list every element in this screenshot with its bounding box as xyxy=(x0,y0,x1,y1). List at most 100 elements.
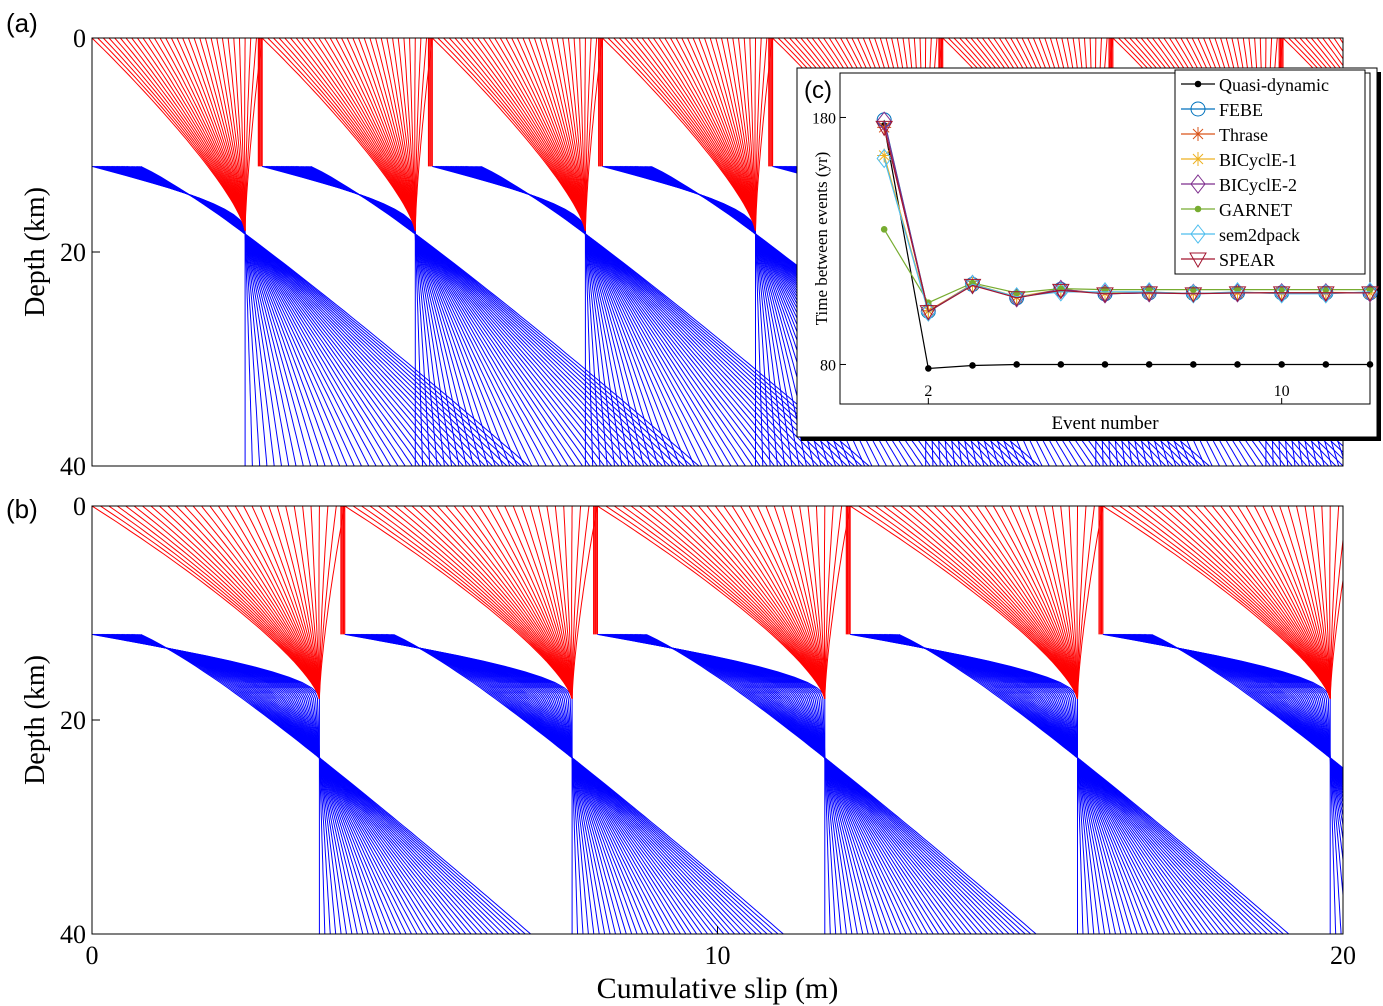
slip-contour xyxy=(630,506,826,699)
x-tick-label: 10 xyxy=(1274,383,1290,400)
slip-contour xyxy=(357,633,627,934)
slip-contour xyxy=(428,506,573,699)
slip-contour xyxy=(310,506,320,699)
slip-contour xyxy=(100,506,320,699)
point xyxy=(1316,286,1335,302)
slip-contour xyxy=(873,633,1181,934)
point xyxy=(1278,361,1285,368)
slip-contour xyxy=(976,506,1078,699)
legend-marker xyxy=(1189,252,1207,269)
y-tick-label: 0 xyxy=(73,492,86,521)
y-tick-label: 20 xyxy=(60,706,86,735)
legend-entry: GARNET xyxy=(1181,200,1292,220)
slip-contour xyxy=(391,633,779,934)
slip-contour xyxy=(749,38,756,231)
slip-contour xyxy=(123,633,456,934)
slip-contour xyxy=(352,38,416,231)
x-axis-label: Cumulative slip (m) xyxy=(597,972,839,1005)
slip-contour xyxy=(378,506,573,699)
slip-contour xyxy=(618,633,918,934)
legend-entry: FEBE xyxy=(1181,100,1263,120)
slip-contour xyxy=(1136,506,1331,699)
slip-contour xyxy=(1133,633,1343,775)
slip-contour xyxy=(1112,633,1343,811)
slip-contour xyxy=(1321,506,1331,699)
slip-contour xyxy=(216,38,246,231)
point xyxy=(919,305,938,321)
slip-contour xyxy=(378,633,719,934)
slip-contour xyxy=(604,633,858,934)
slip-contour xyxy=(1135,633,1343,774)
slip-contour xyxy=(1115,633,1343,800)
slip-contour xyxy=(125,506,320,699)
slip-contour xyxy=(1237,506,1331,699)
slip-contour xyxy=(1296,506,1331,699)
slip-contour xyxy=(217,506,320,699)
slip-contour xyxy=(533,38,586,231)
slip-contour xyxy=(329,38,416,231)
slip-contour xyxy=(740,506,826,699)
slip-contour xyxy=(612,633,891,934)
slip-contour xyxy=(1211,506,1331,699)
slip-contour xyxy=(380,38,416,231)
slip-contour xyxy=(891,633,1257,934)
slip-contour xyxy=(362,633,649,934)
slip-contour xyxy=(1131,633,1343,776)
slip-contour xyxy=(310,165,700,466)
slip-contour xyxy=(239,38,246,231)
slip-contour xyxy=(93,633,326,934)
legend-entry: Quasi-dynamic xyxy=(1181,75,1329,95)
slip-contour xyxy=(385,633,752,934)
slip-contour xyxy=(116,165,392,466)
slip-contour xyxy=(302,506,320,699)
slip-contour xyxy=(354,633,616,934)
series-line xyxy=(883,229,1370,304)
slip-contour xyxy=(864,633,1143,934)
slip-contour xyxy=(140,165,530,466)
slip-contour xyxy=(462,506,573,699)
slip-contour xyxy=(373,633,698,934)
slip-contour xyxy=(898,633,1290,934)
slip-contour xyxy=(893,633,1268,934)
slip-contour xyxy=(1128,633,1343,778)
slip-contour xyxy=(358,633,633,934)
slip-contour xyxy=(862,633,1133,934)
legend-label: sem2dpack xyxy=(1219,225,1300,245)
slip-contour xyxy=(790,506,826,699)
slip-contour xyxy=(369,38,416,231)
x-tick-label: 0 xyxy=(86,941,99,970)
slip-contour xyxy=(619,633,923,934)
y-tick-label: 0 xyxy=(73,24,86,53)
slip-contour xyxy=(807,506,826,699)
slip-contour xyxy=(1106,633,1343,901)
point xyxy=(1145,361,1153,368)
slip-contour xyxy=(388,633,763,934)
slip-contour xyxy=(1060,506,1078,699)
slip-contour xyxy=(601,633,842,934)
slip-contour xyxy=(99,165,290,466)
slip-contour xyxy=(869,633,1165,934)
slip-contour xyxy=(658,38,756,231)
slip-contour xyxy=(355,633,622,934)
slip-contour xyxy=(301,38,416,231)
slip-contour xyxy=(1138,633,1343,773)
slip-contour xyxy=(130,633,488,934)
slip-contour xyxy=(611,633,885,934)
panel-label: (c) xyxy=(804,77,832,104)
point xyxy=(1366,361,1374,368)
slip-contour xyxy=(276,506,320,699)
series-line xyxy=(883,127,1370,313)
slip-contour xyxy=(1119,506,1331,699)
point xyxy=(877,120,892,135)
slip-contour xyxy=(616,633,907,934)
slip-contour xyxy=(628,633,961,934)
slip-contour xyxy=(1118,633,1343,790)
slip-contour xyxy=(288,165,569,466)
slip-contour xyxy=(881,633,1214,934)
slip-contour xyxy=(453,506,573,699)
slip-contour xyxy=(101,633,364,934)
slip-contour xyxy=(379,633,725,934)
slip-contour xyxy=(115,165,384,466)
slip-contour xyxy=(647,38,756,231)
legend-marker xyxy=(1191,152,1205,166)
